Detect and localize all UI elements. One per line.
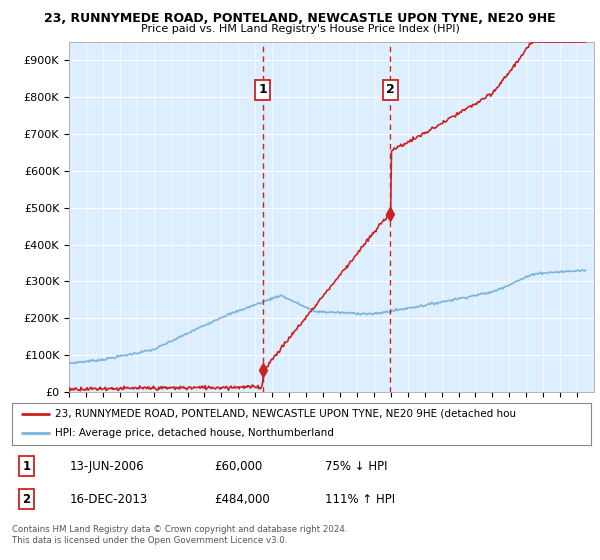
Text: £484,000: £484,000 [215,493,271,506]
Text: 2: 2 [22,493,31,506]
Text: Contains HM Land Registry data © Crown copyright and database right 2024.
This d: Contains HM Land Registry data © Crown c… [12,525,347,545]
Text: 111% ↑ HPI: 111% ↑ HPI [325,493,395,506]
Text: 75% ↓ HPI: 75% ↓ HPI [325,460,387,473]
Text: 1: 1 [259,83,267,96]
Text: Price paid vs. HM Land Registry's House Price Index (HPI): Price paid vs. HM Land Registry's House … [140,24,460,34]
Text: 2: 2 [386,83,394,96]
Text: £60,000: £60,000 [215,460,263,473]
Text: 13-JUN-2006: 13-JUN-2006 [70,460,145,473]
Text: 23, RUNNYMEDE ROAD, PONTELAND, NEWCASTLE UPON TYNE, NE20 9HE (detached hou: 23, RUNNYMEDE ROAD, PONTELAND, NEWCASTLE… [55,409,517,419]
Text: 16-DEC-2013: 16-DEC-2013 [70,493,148,506]
Text: HPI: Average price, detached house, Northumberland: HPI: Average price, detached house, Nort… [55,428,334,438]
Text: 23, RUNNYMEDE ROAD, PONTELAND, NEWCASTLE UPON TYNE, NE20 9HE: 23, RUNNYMEDE ROAD, PONTELAND, NEWCASTLE… [44,12,556,25]
Text: 1: 1 [22,460,31,473]
